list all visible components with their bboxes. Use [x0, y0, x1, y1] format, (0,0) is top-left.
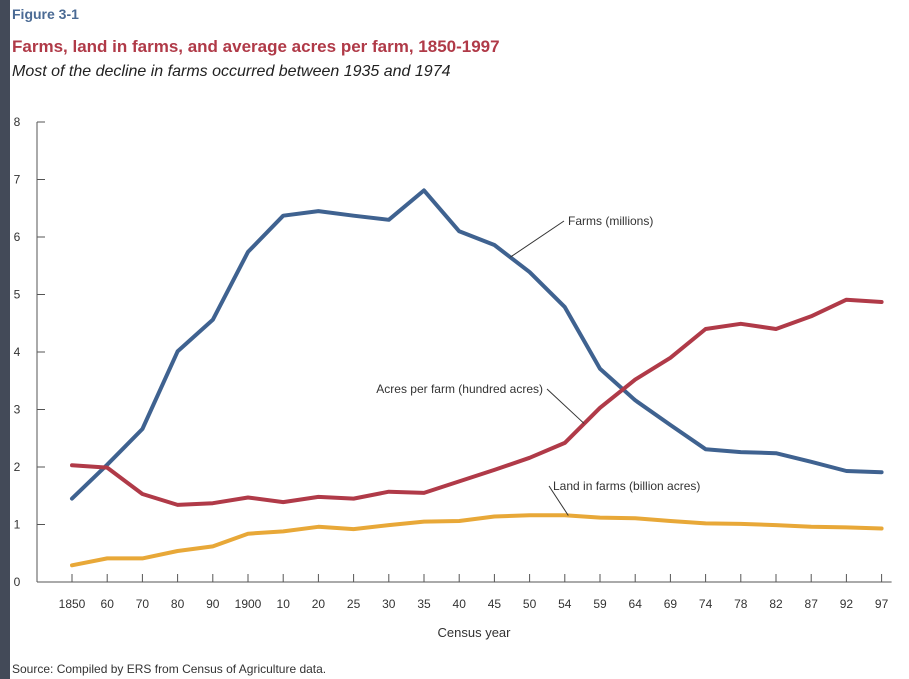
chart-annotations: Farms (millions) Acres per farm (hundred …: [376, 214, 700, 516]
chart-subtitle: Most of the decline in farms occurred be…: [12, 63, 451, 80]
x-tick-label: 30: [382, 597, 396, 611]
figure-panel: Figure 3-1 Farms, land in farms, and ave…: [10, 0, 909, 679]
annotation-farms: Farms (millions): [568, 214, 653, 228]
x-tick-label: 64: [629, 597, 643, 611]
y-tick-label: 2: [14, 460, 21, 474]
x-tick-label: 59: [593, 597, 607, 611]
x-tick-label: 1850: [59, 597, 86, 611]
x-tick-label: 90: [206, 597, 220, 611]
series-line-acres: [70, 297, 884, 507]
chart-title: Farms, land in farms, and average acres …: [12, 37, 500, 56]
x-tick-label: 80: [171, 597, 185, 611]
x-tick-label: 97: [875, 597, 889, 611]
x-tick-label: 20: [312, 597, 326, 611]
leader-line-farms: [509, 220, 565, 258]
x-tick-label: 60: [101, 597, 115, 611]
source-note: Source: Compiled by ERS from Census of A…: [12, 662, 327, 676]
x-tick-label: 50: [523, 597, 537, 611]
y-tick-label: 8: [14, 115, 21, 129]
x-tick-label: 25: [347, 597, 361, 611]
leader-line-acres: [546, 388, 585, 424]
annotation-acres: Acres per farm (hundred acres): [376, 382, 543, 396]
x-tick-label: 74: [699, 597, 713, 611]
x-tick-label: 35: [417, 597, 431, 611]
y-tick-label: 0: [14, 575, 21, 589]
x-tick-label: 10: [277, 597, 291, 611]
y-tick-label: 4: [14, 345, 21, 359]
y-tick-label: 3: [14, 403, 21, 417]
x-tick-label: 45: [488, 597, 502, 611]
y-tick-label: 6: [14, 230, 21, 244]
chart-series: [70, 188, 884, 568]
x-tick-label: 87: [805, 597, 819, 611]
annotation-land: Land in farms (billion acres): [553, 479, 700, 493]
x-tick-label: 40: [453, 597, 467, 611]
x-tick-label: 1900: [235, 597, 262, 611]
x-axis-label: Census year: [438, 625, 512, 640]
figure-label: Figure 3-1: [12, 6, 79, 22]
y-tick-label: 5: [14, 288, 21, 302]
y-tick-label: 7: [14, 173, 21, 187]
series-line-land: [70, 513, 884, 568]
series-line-farms: [70, 188, 884, 501]
x-tick-label: 92: [840, 597, 854, 611]
x-tick-label: 54: [558, 597, 572, 611]
leader-line-land: [548, 485, 569, 516]
x-tick-label: 82: [769, 597, 783, 611]
x-tick-label: 78: [734, 597, 748, 611]
y-tick-label: 1: [14, 518, 21, 532]
x-tick-label: 69: [664, 597, 678, 611]
x-tick-label: 70: [136, 597, 150, 611]
